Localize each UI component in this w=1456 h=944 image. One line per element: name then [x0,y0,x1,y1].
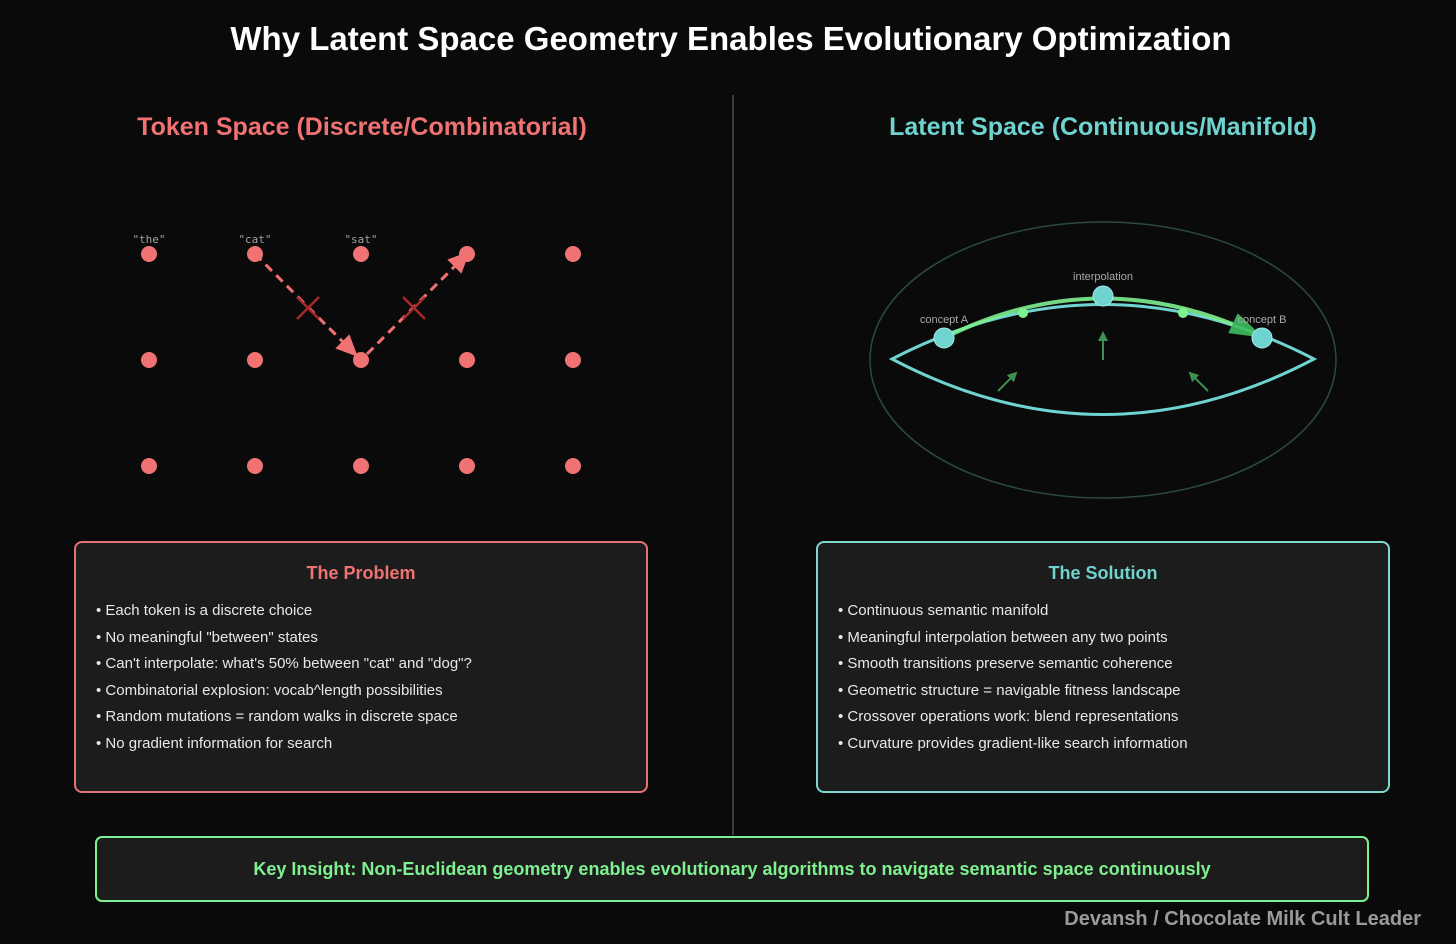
latent-space-boundary [869,221,1337,499]
curvature-arrow-right-icon [1188,371,1209,392]
problem-item: Combinatorial explosion: vocab^length po… [96,681,472,708]
solution-item: Continuous semantic manifold [838,601,1188,628]
jump-arrow-up [365,251,470,356]
concept-a-label: concept A [920,314,969,326]
key-insight-banner: Key Insight: Non-Euclidean geometry enab… [95,836,1369,902]
token-space-heading: Token Space (Discrete/Combinatorial) [137,113,587,141]
problem-list: Each token is a discrete choiceNo meanin… [96,601,472,761]
path-midpoint-right [1178,308,1188,318]
curvature-arrow-left-icon [997,371,1018,392]
token-dot [353,458,369,474]
page-title: Why Latent Space Geometry Enables Evolut… [230,20,1232,57]
token-dot [565,458,581,474]
problem-item: Can't interpolate: what's 50% between "c… [96,654,471,681]
concept-a-point [933,327,955,349]
problem-item: No gradient information for search [96,734,472,761]
token-dot [247,458,263,474]
token-dot [353,352,369,368]
interpolation-point [1092,285,1114,307]
problem-box: The Problem Each token is a discrete cho… [74,541,648,793]
token-label-the: "the" [132,233,165,246]
token-dot [353,246,369,262]
concept-b-point [1251,327,1273,349]
interpolation-label: interpolation [1073,271,1133,283]
token-dot [565,352,581,368]
concept-b-label: concept B [1238,314,1287,326]
solution-item: Curvature provides gradient-like search … [838,734,1187,761]
solution-item: Meaningful interpolation between any two… [838,628,1188,655]
solution-list: Continuous semantic manifoldMeaningful i… [838,601,1188,761]
problem-item: Each token is a discrete choice [96,601,472,628]
problem-title: The Problem [306,563,416,583]
token-dot [141,458,157,474]
invalid-cross-right-icon [402,296,426,320]
token-grid [141,246,581,474]
invalid-cross-left-icon [296,296,320,320]
problem-item: No meaningful "between" states [96,628,472,655]
latent-space-heading: Latent Space (Continuous/Manifold) [889,113,1317,141]
path-midpoint-left [1018,308,1028,318]
token-dot [459,458,475,474]
token-label-cat: "cat" [238,233,271,246]
panel-divider [732,95,734,835]
token-dot [565,246,581,262]
problem-item: Random mutations = random walks in discr… [96,707,472,734]
solution-box: The Solution Continuous semantic manifol… [816,541,1390,793]
token-label-sat: "sat" [344,233,377,246]
token-dot [141,246,157,262]
credit-text: Devansh / Chocolate Milk Cult Leader [1064,908,1421,930]
token-dot [459,352,475,368]
token-dot [141,352,157,368]
solution-item: Geometric structure = navigable fitness … [838,681,1188,708]
solution-title: The Solution [1048,563,1158,583]
jump-arrow-down [253,252,358,357]
token-dot [247,352,263,368]
solution-item: Crossover operations work: blend represe… [838,707,1188,734]
solution-item: Smooth transitions preserve semantic coh… [838,654,1188,681]
